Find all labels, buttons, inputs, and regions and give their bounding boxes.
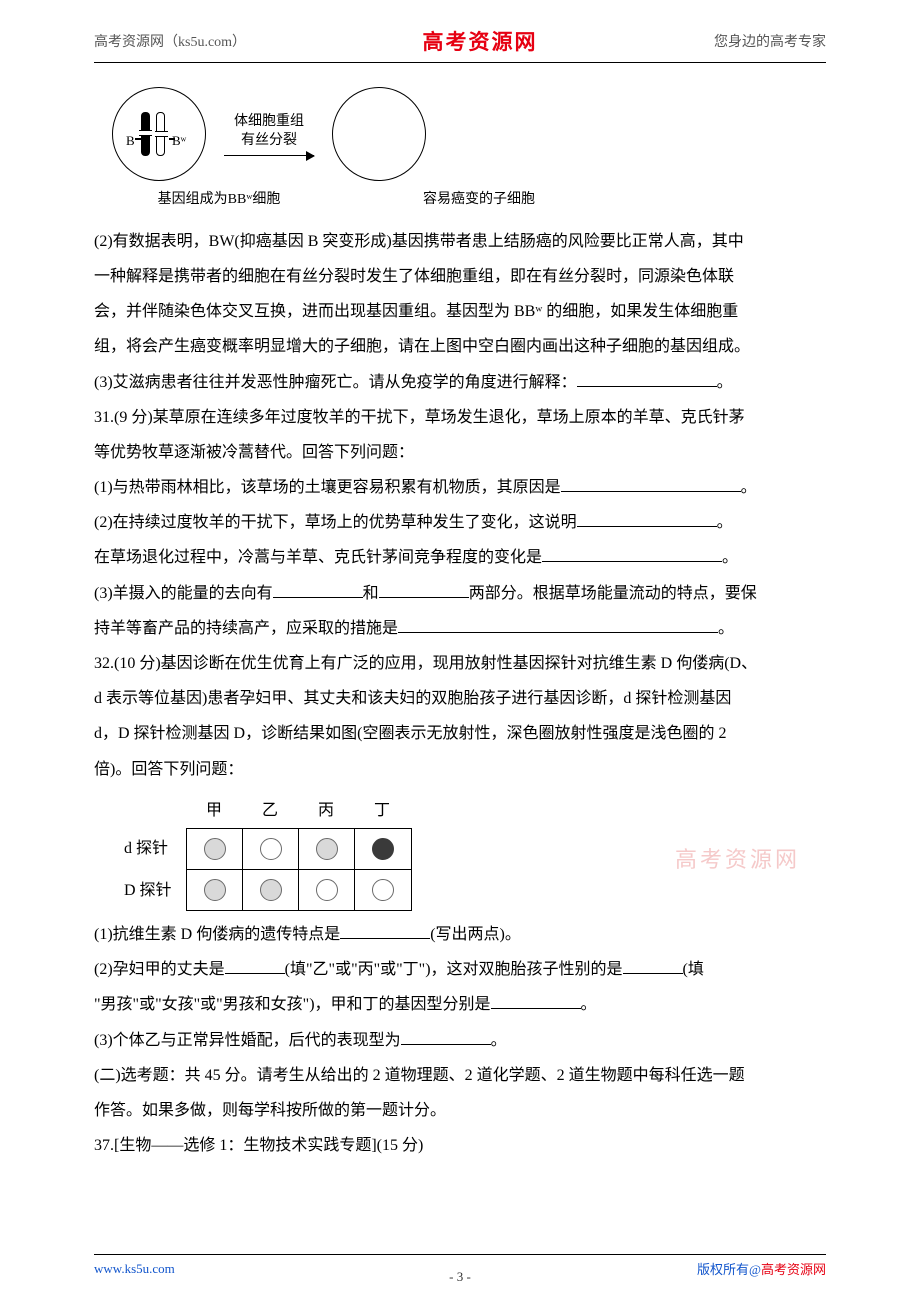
q31-intro-1: 31.(9 分)某草原在连续多年过度牧羊的干扰下，草场发生退化，草场上原本的羊草… — [94, 400, 826, 435]
blank — [340, 921, 430, 939]
q31-p3c-text: 两部分。根据草场能量流动的特点，要保 — [469, 585, 757, 602]
blank — [491, 992, 581, 1010]
chromosome-black — [141, 112, 150, 156]
dot-empty-icon — [316, 879, 338, 901]
watermark: 高考资源网 — [675, 842, 800, 874]
blank — [273, 580, 363, 598]
col-yi: 乙 — [242, 793, 298, 828]
q31-p3: (3)羊摄入的能量的去向有 和 两部分。根据草场能量流动的特点，要保 — [94, 576, 826, 611]
cell-diagram: B Bʷ 体细胞重组 有丝分裂 — [112, 87, 826, 181]
footer-page-number: - 3 - — [449, 1269, 471, 1285]
cell-D-jia — [187, 870, 243, 910]
q32-intro-2: d 表示等位基因)患者孕妇甲、其丈夫和该夫妇的双胞胎孩子进行基因诊断，d 探针检… — [94, 681, 826, 716]
right-cell-circle — [332, 87, 426, 181]
blank — [577, 369, 717, 387]
blank — [379, 580, 469, 598]
q32-intro-4: 倍)。回答下列问题： — [94, 752, 826, 787]
blank — [577, 510, 717, 528]
q32-intro-3: d，D 探针检测基因 D，诊断结果如图(空圈表示无放射性，深色圈放射性强度是浅色… — [94, 716, 826, 751]
dot-light-icon — [204, 838, 226, 860]
probe-table-header: 甲 乙 丙 丁 — [186, 793, 826, 828]
dot-light-icon — [204, 879, 226, 901]
q30-p2-line4: 组，将会产生癌变概率明显增大的子细胞，请在上图中空白圈内画出这种子细胞的基因组成… — [94, 329, 826, 364]
col-jia: 甲 — [186, 793, 242, 828]
blank — [542, 545, 722, 563]
q30-p2-line2: 一种解释是携带者的细胞在有丝分裂时发生了体细胞重组，即在有丝分裂时，同源染色体联 — [94, 259, 826, 294]
q32-p2c-text: (填 — [683, 961, 704, 978]
q31-p3a-text: (3)羊摄入的能量的去向有 — [94, 585, 273, 602]
cell-d-ding — [355, 829, 411, 869]
q31-p2a-text: (2)在持续过度牧羊的干扰下，草场上的优势草种发生了变化，这说明 — [94, 514, 577, 531]
q31-p3d: 持羊等畜产品的持续高产，应采取的措施是。 — [94, 611, 826, 646]
diagram-captions: 基因组成为BBʷ细胞 容易癌变的子细胞 — [104, 185, 826, 216]
header-left-text: 高考资源网（ks5u.com） — [94, 31, 246, 51]
section2-line1: (二)选考题：共 45 分。请考生从给出的 2 道物理题、2 道化学题、2 道生… — [94, 1058, 826, 1093]
q32-intro-1: 32.(10 分)基因诊断在优生优育上有广泛的应用，现用放射性基因探针对抗维生素… — [94, 646, 826, 681]
dot-light-icon — [260, 879, 282, 901]
cell-d-bing — [299, 829, 355, 869]
footer-url: www.ks5u.com — [94, 1261, 175, 1277]
q31-intro-2: 等优势牧草逐渐被冷蒿替代。回答下列问题： — [94, 435, 826, 470]
q32-p2-line1: (2)孕妇甲的丈夫是 (填"乙"或"丙"或"丁")，这对双胞胎孩子性别的是 (填 — [94, 952, 826, 987]
chromosome-white — [156, 112, 165, 156]
col-bing: 丙 — [298, 793, 354, 828]
dot-dark-icon — [372, 838, 394, 860]
q31-p1: (1)与热带雨林相比，该草场的土壤更容易积累有机物质，其原因是。 — [94, 470, 826, 505]
dot-empty-icon — [260, 838, 282, 860]
caption-right: 容易癌变的子细胞 — [394, 185, 564, 216]
blank — [623, 957, 683, 975]
probe-row-D: D 探针 — [124, 870, 826, 911]
section2-line2: 作答。如果多做，则每学科按所做的第一题计分。 — [94, 1093, 826, 1128]
q30-p3-text: (3)艾滋病患者往往并发恶性肿瘤死亡。请从免疫学的角度进行解释： — [94, 374, 577, 391]
q30-p3: (3)艾滋病患者往往并发恶性肿瘤死亡。请从免疫学的角度进行解释：。 — [94, 365, 826, 400]
q32-p2d-text: "男孩"或"女孩"或"男孩和女孩")，甲和丁的基因型分别是 — [94, 996, 491, 1013]
q32-p3: (3)个体乙与正常异性婚配，后代的表现型为。 — [94, 1023, 826, 1058]
q37-heading: 37.[生物——选修 1：生物技术实践专题](15 分) — [94, 1128, 826, 1163]
probe-d-label: d 探针 — [124, 831, 186, 866]
q32-p1: (1)抗维生素 D 佝偻病的遗传特点是 (写出两点)。 — [94, 917, 826, 952]
page-header: 高考资源网（ks5u.com） 高考资源网 您身边的高考专家 — [94, 0, 826, 63]
diagram-arrow: 体细胞重组 有丝分裂 — [224, 112, 314, 157]
allele-label-B: B — [126, 127, 135, 156]
dot-empty-icon — [372, 879, 394, 901]
cell-D-bing — [299, 870, 355, 910]
blank — [401, 1027, 491, 1045]
page-content: B Bʷ 体细胞重组 有丝分裂 基因组成为BBʷ细胞 容易癌变的子细胞 (2)有… — [0, 63, 920, 1163]
q32-p2-line2: "男孩"或"女孩"或"男孩和女孩")，甲和丁的基因型分别是。 — [94, 987, 826, 1022]
footer-copyright: 版权所有@高考资源网 — [697, 1259, 826, 1278]
q32-p1b-text: (写出两点)。 — [430, 926, 521, 943]
arrow-label-2: 有丝分裂 — [241, 131, 297, 151]
blank — [225, 957, 285, 975]
q31-p3d-text: 持羊等畜产品的持续高产，应采取的措施是 — [94, 620, 398, 637]
header-brand: 高考资源网 — [423, 26, 538, 56]
q30-p2-line1: (2)有数据表明，BW(抑癌基因 B 突变形成)基因携带者患上结肠癌的风险要比正… — [94, 224, 826, 259]
q31-p2a: (2)在持续过度牧羊的干扰下，草场上的优势草种发生了变化，这说明。 — [94, 505, 826, 540]
chromosome-pair — [141, 112, 165, 156]
dot-light-icon — [316, 838, 338, 860]
col-ding: 丁 — [354, 793, 410, 828]
cell-D-yi — [243, 870, 299, 910]
cell-D-ding — [355, 870, 411, 910]
blank — [398, 615, 718, 633]
q32-p3-text: (3)个体乙与正常异性婚配，后代的表现型为 — [94, 1032, 401, 1049]
q32-p2a-text: (2)孕妇甲的丈夫是 — [94, 961, 225, 978]
allele-label-Bw: Bʷ — [172, 127, 186, 156]
q31-p3b-text: 和 — [363, 585, 379, 602]
footer-right-brand: 高考资源网 — [761, 1262, 826, 1277]
blank — [561, 475, 741, 493]
probe-D-label: D 探针 — [124, 873, 186, 908]
cell-d-yi — [243, 829, 299, 869]
header-right-text: 您身边的高考专家 — [714, 31, 826, 51]
caption-left: 基因组成为BBʷ细胞 — [104, 185, 334, 216]
cell-d-jia — [187, 829, 243, 869]
q32-p2b-text: (填"乙"或"丙"或"丁")，这对双胞胎孩子性别的是 — [285, 961, 623, 978]
q30-p2-line3: 会，并伴随染色体交叉互换，进而出现基因重组。基因型为 BBʷ 的细胞，如果发生体… — [94, 294, 826, 329]
arrow-label-1: 体细胞重组 — [234, 112, 304, 132]
q31-p1-text: (1)与热带雨林相比，该草场的土壤更容易积累有机物质，其原因是 — [94, 479, 561, 496]
q31-p2b: 在草场退化过程中，冷蒿与羊草、克氏针茅间竞争程度的变化是。 — [94, 540, 826, 575]
footer-right-prefix: 版权所有@ — [697, 1262, 761, 1277]
q32-p1a-text: (1)抗维生素 D 佝偻病的遗传特点是 — [94, 926, 340, 943]
page-footer: www.ks5u.com - 3 - 版权所有@高考资源网 — [94, 1254, 826, 1278]
q31-p2b-text: 在草场退化过程中，冷蒿与羊草、克氏针茅间竞争程度的变化是 — [94, 549, 542, 566]
